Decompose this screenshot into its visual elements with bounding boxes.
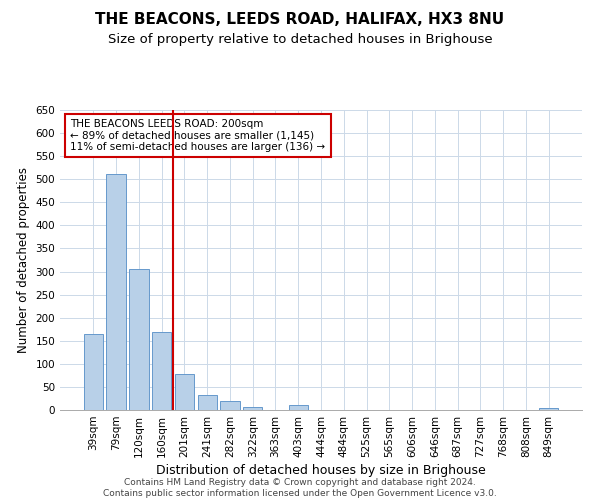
Bar: [243, 407, 262, 410]
Text: Contains HM Land Registry data © Crown copyright and database right 2024.
Contai: Contains HM Land Registry data © Crown c…: [103, 478, 497, 498]
Bar: [197, 395, 217, 410]
Y-axis label: Number of detached properties: Number of detached properties: [17, 167, 30, 353]
Text: Size of property relative to detached houses in Brighouse: Size of property relative to detached ho…: [107, 32, 493, 46]
Bar: [289, 406, 308, 410]
Bar: [129, 269, 149, 410]
Bar: [175, 374, 194, 410]
Bar: [84, 334, 103, 410]
Bar: [106, 174, 126, 410]
X-axis label: Distribution of detached houses by size in Brighouse: Distribution of detached houses by size …: [156, 464, 486, 477]
Bar: [539, 408, 558, 410]
Text: THE BEACONS, LEEDS ROAD, HALIFAX, HX3 8NU: THE BEACONS, LEEDS ROAD, HALIFAX, HX3 8N…: [95, 12, 505, 28]
Bar: [220, 401, 239, 410]
Text: THE BEACONS LEEDS ROAD: 200sqm
← 89% of detached houses are smaller (1,145)
11% : THE BEACONS LEEDS ROAD: 200sqm ← 89% of …: [70, 119, 326, 152]
Bar: [152, 332, 172, 410]
